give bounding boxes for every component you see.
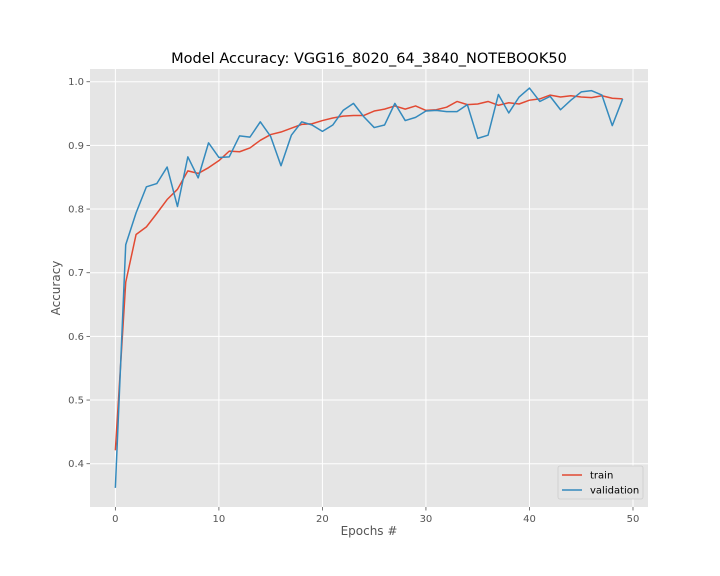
grid-lines	[90, 69, 648, 507]
x-axis-label: Epochs #	[341, 524, 398, 538]
x-tick-label: 0	[112, 514, 118, 525]
x-tick-label: 50	[627, 514, 640, 525]
x-tick-label: 20	[316, 514, 329, 525]
chart-title: Model Accuracy: VGG16_8020_64_3840_NOTEB…	[171, 51, 567, 67]
legend: train validation	[557, 465, 644, 500]
y-tick-label: 0.5	[68, 396, 84, 407]
y-tick-label: 0.6	[68, 332, 84, 343]
x-tick-label: 30	[420, 514, 433, 525]
x-axis-ticks: 0 10 20 30 40 50	[112, 507, 639, 525]
legend-train-label: train	[590, 471, 613, 482]
y-tick-label: 0.9	[68, 141, 84, 152]
y-tick-label: 0.4	[68, 459, 84, 470]
y-axis-ticks: 0.4 0.5 0.6 0.7 0.8 0.9 1.0	[68, 77, 90, 470]
validation-series-line	[114, 87, 624, 488]
y-axis-label: Accuracy	[49, 261, 63, 316]
series-lines	[114, 87, 624, 488]
x-tick-label: 10	[213, 514, 226, 525]
legend-validation-label: validation	[590, 486, 639, 497]
y-tick-label: 1.0	[68, 77, 84, 88]
x-tick-label: 40	[523, 514, 536, 525]
y-tick-label: 0.8	[68, 205, 84, 216]
plot-area	[90, 69, 648, 507]
y-tick-label: 0.7	[68, 268, 84, 279]
